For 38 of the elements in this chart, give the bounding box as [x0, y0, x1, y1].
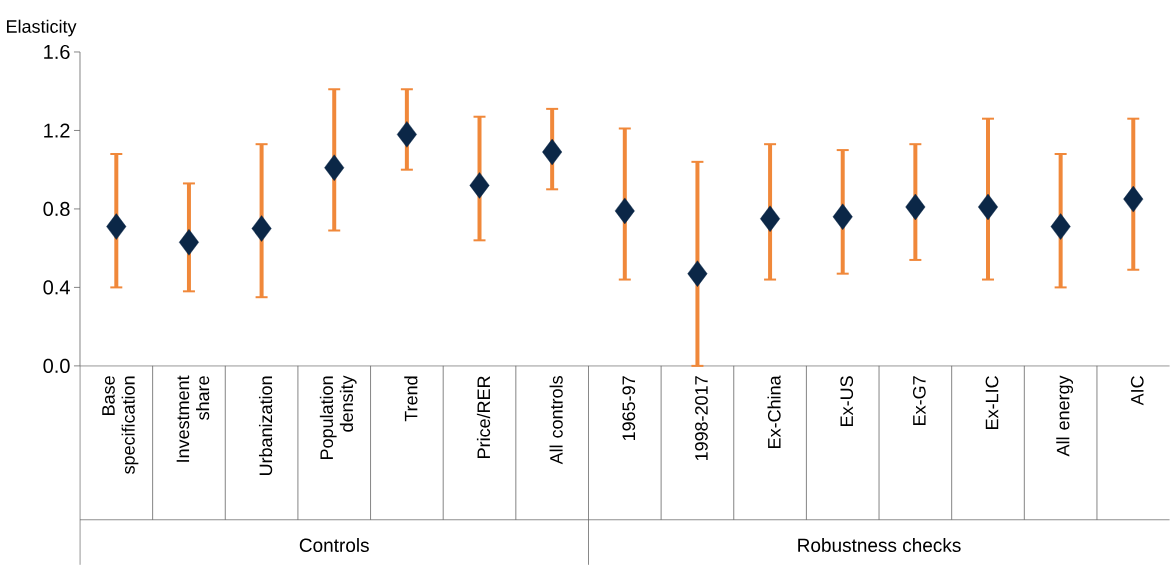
x-tick-label: Ex-G7	[912, 376, 926, 425]
y-tick-label: 1.2	[44, 123, 70, 138]
x-tick-label: Ex-LIC	[985, 376, 999, 429]
x-tick-label: Trend	[404, 376, 418, 422]
x-tick-label: Urbanization	[258, 376, 273, 475]
x-tick-label: Price/RER	[476, 376, 491, 458]
y-tick-label: 0.4	[43, 280, 70, 295]
point	[1123, 185, 1144, 213]
x-tick-label: Base specification	[102, 376, 139, 474]
point	[324, 154, 345, 181]
x-tick-label: Ex-China	[767, 375, 781, 448]
x-tick-label: 1998-2017	[695, 376, 708, 460]
x-tick-label: All controls	[549, 375, 563, 465]
point	[396, 121, 417, 148]
y-tick-label: 1.6	[44, 44, 70, 59]
point	[542, 138, 563, 166]
x-tick-label: All energy	[1056, 375, 1074, 457]
text: Controls	[299, 537, 369, 552]
point	[469, 172, 490, 199]
y-axis-title: Elasticity	[7, 19, 77, 37]
y-tick-label: 0.0	[43, 358, 70, 373]
point	[1050, 213, 1071, 240]
point	[614, 197, 635, 224]
point	[978, 193, 998, 221]
point	[832, 203, 853, 230]
x-tick-label: Ex-US	[840, 376, 854, 426]
x-tick-label: Investment share	[176, 375, 210, 462]
point	[687, 260, 708, 287]
point	[106, 213, 127, 240]
text: Robustness checks	[798, 537, 961, 552]
x-tick-label: AIC	[1130, 376, 1144, 406]
point	[179, 228, 199, 256]
x-tick-label: 1965-97	[622, 376, 636, 440]
y-tick-label: 0.8	[43, 201, 70, 216]
point	[251, 215, 272, 242]
point	[760, 205, 781, 232]
point	[905, 193, 926, 221]
x-tick-label: Population density	[319, 375, 357, 459]
